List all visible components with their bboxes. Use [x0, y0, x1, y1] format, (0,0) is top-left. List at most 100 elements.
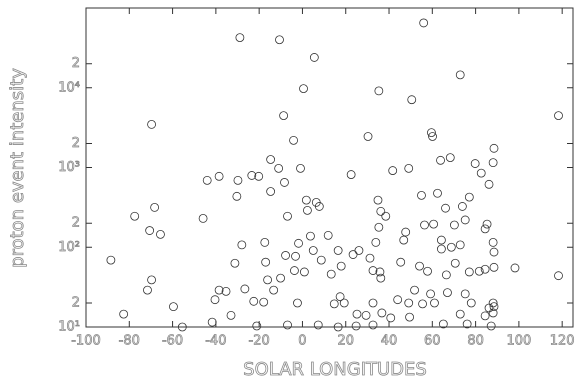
x-tick-label: -60	[162, 334, 183, 349]
point	[388, 166, 398, 175]
point	[445, 153, 455, 163]
point	[457, 202, 467, 211]
point	[314, 202, 324, 211]
point	[329, 299, 339, 309]
point	[280, 178, 289, 187]
point	[480, 224, 490, 234]
point	[214, 171, 224, 181]
point	[466, 298, 476, 308]
point	[381, 211, 391, 221]
point	[470, 159, 480, 168]
point	[420, 220, 429, 230]
point	[488, 238, 498, 247]
point	[266, 187, 276, 196]
y-tick-label: 10⁴	[58, 80, 80, 95]
point	[368, 266, 378, 275]
point	[351, 321, 361, 331]
point	[464, 192, 474, 202]
point	[361, 310, 371, 320]
point	[460, 289, 470, 299]
point	[130, 211, 140, 221]
point	[226, 310, 236, 320]
point	[393, 295, 403, 305]
point	[438, 319, 448, 329]
point	[333, 246, 343, 255]
point	[306, 231, 315, 241]
point	[480, 311, 490, 321]
y-tick-label: 2	[72, 56, 80, 71]
point	[106, 255, 116, 265]
point	[376, 273, 386, 283]
point	[429, 219, 439, 229]
point	[259, 297, 269, 307]
point	[348, 250, 358, 259]
point	[489, 302, 499, 312]
y-tick-label: 10¹	[58, 320, 80, 335]
point	[484, 179, 494, 189]
point	[147, 120, 156, 129]
point	[482, 219, 492, 229]
point	[274, 163, 284, 173]
point	[433, 188, 442, 198]
point	[437, 244, 446, 254]
point	[235, 33, 245, 43]
point	[301, 195, 311, 205]
point	[335, 292, 345, 302]
point	[455, 240, 465, 250]
point	[339, 298, 349, 308]
x-tick-label: -80	[119, 334, 140, 349]
point	[488, 298, 498, 308]
point	[177, 322, 187, 332]
point	[336, 261, 346, 271]
point	[145, 226, 155, 235]
point	[363, 132, 373, 141]
point	[263, 275, 272, 285]
point	[352, 309, 362, 319]
plot-frame	[85, 7, 574, 328]
point	[441, 270, 451, 280]
point	[156, 229, 165, 239]
point	[419, 18, 429, 28]
point	[430, 298, 439, 308]
point	[266, 155, 276, 164]
point	[386, 313, 396, 323]
point	[232, 191, 242, 201]
point	[396, 257, 406, 267]
x-tick-label: 100	[506, 334, 531, 349]
point	[404, 298, 414, 308]
point	[480, 264, 490, 274]
point	[455, 70, 465, 80]
point	[437, 235, 446, 245]
point	[407, 95, 417, 105]
point	[449, 220, 459, 230]
point	[484, 303, 494, 313]
point	[169, 302, 178, 312]
x-tick-label: 0	[298, 334, 306, 349]
point	[404, 163, 414, 173]
point	[426, 289, 435, 299]
point	[423, 266, 432, 276]
point	[399, 235, 409, 245]
point	[283, 211, 292, 221]
point	[198, 214, 208, 223]
point	[279, 111, 289, 121]
point	[373, 195, 383, 205]
point	[293, 298, 302, 308]
point	[474, 266, 484, 276]
x-tick-label: 40	[381, 334, 398, 349]
point	[214, 285, 224, 295]
point	[476, 168, 486, 178]
point	[486, 321, 496, 331]
x-axis-label: SOLAR LONGITUDES	[243, 359, 427, 380]
point	[489, 143, 499, 153]
y-tick-label: 2	[72, 216, 80, 231]
point	[143, 285, 152, 295]
point	[276, 273, 285, 283]
point	[207, 317, 217, 327]
point	[443, 288, 452, 297]
point	[410, 285, 419, 295]
point	[299, 84, 308, 94]
point	[260, 238, 270, 247]
point	[261, 257, 271, 267]
